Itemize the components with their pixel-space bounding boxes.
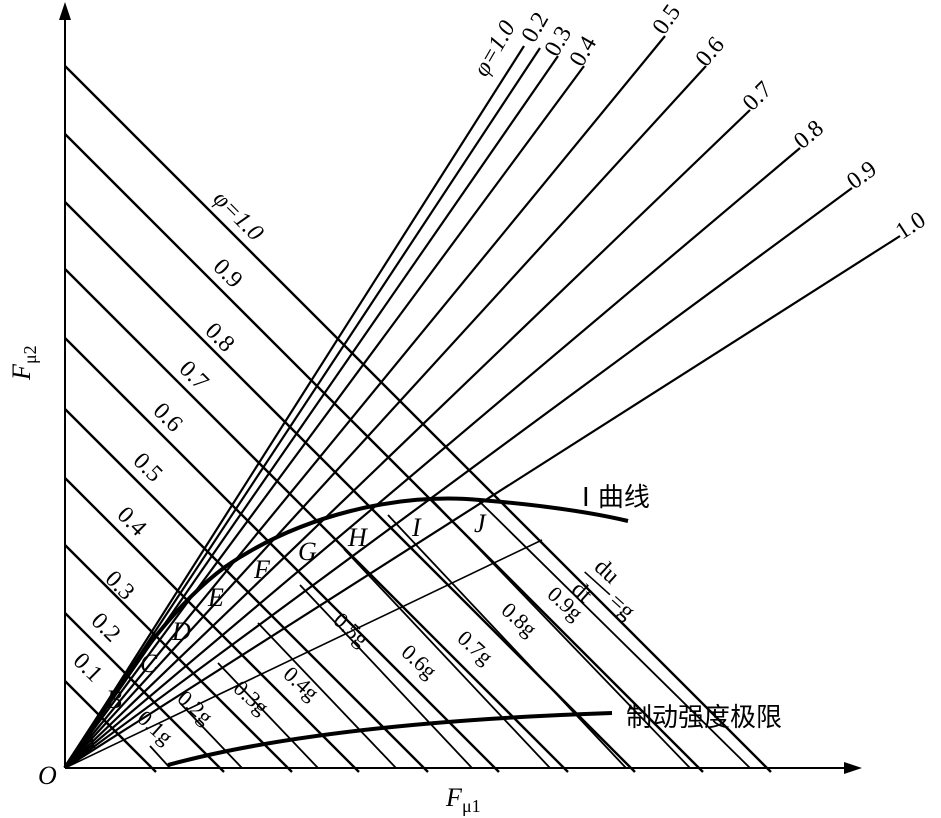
decel-fraction-bar [584,571,611,596]
beta-line-7 [64,109,751,769]
f-lines [64,65,772,773]
y-axis-label-sub: μ2 [20,345,40,364]
f-label-1.0: φ=1.0 [208,186,268,246]
r-line-0.9g [477,499,751,769]
beta-label-8: 0.8 [789,115,829,154]
x-axis-label: F [445,783,463,812]
r-lines [149,499,751,769]
beta-label-9: 0.9 [842,156,882,195]
f-label-0.1: 0.1 [68,648,108,688]
point-label-E: E [207,583,224,612]
f-line-0.4 [64,477,360,773]
beta-line-8 [64,147,801,769]
f-label-0.7: 0.7 [174,356,214,396]
y-axis-arrow-icon [59,2,71,20]
point-label-D: D [171,617,191,646]
f-label-0.4: 0.4 [112,502,152,542]
y-axis-label: F [7,363,36,381]
decel-label: du dt =g [566,554,640,625]
beta-label-10: 1.0 [891,207,930,245]
f-line-0.6 [64,337,500,773]
beta-label-1: φ=1.0 [469,16,521,81]
f-label-0.9: 0.9 [208,254,248,294]
f-line-0.9 [64,133,704,773]
x-axis-label-sub: μ1 [462,796,481,816]
beta-label-7: 0.7 [738,77,778,117]
i-curve [63,496,629,770]
r-line-0.7g [387,514,627,769]
f-label-0.2: 0.2 [86,608,126,648]
point-label-H: H [347,523,368,552]
beta-line-5 [64,35,666,769]
beta-line-6 [64,65,707,769]
f-label-0.6: 0.6 [148,398,188,438]
r-line-0.6g [343,548,551,769]
f-label-0.5: 0.5 [128,448,168,488]
r-line-0.5g [299,584,473,769]
point-label-G: G [298,537,317,566]
beta-line-9 [64,187,853,769]
r-label-0.5g: 0.5g [329,607,374,651]
beta-line-1 [64,45,525,769]
origin-label: O [38,761,57,790]
x-axis-arrow-icon [844,762,862,774]
point-label-B: B [106,685,122,714]
limit-curve [167,711,613,767]
point-label-I: I [411,513,422,542]
beta-label-6: 0.6 [691,32,730,72]
r-line-0.8g [431,499,691,769]
limit-curve-label: 制动强度极限 [626,703,782,733]
point-label-A: A [78,725,96,754]
r-line-0.3g [217,662,319,769]
axes [64,14,850,769]
r-line-0.4g [257,622,397,769]
f-label-0.8: 0.8 [200,318,240,358]
decel-g-line [64,539,543,769]
r-line-0.1g [149,745,171,769]
r-line-0.2g [179,702,243,769]
point-label-J: J [474,509,487,538]
i-curve-label: I 曲线 [582,483,650,513]
beta-line-4 [64,65,585,769]
f-line-0.5 [64,408,429,773]
decel-label-num: du [589,554,624,589]
beta-label-5: 0.5 [648,0,687,39]
point-label-C: C [140,649,158,678]
point-label-F: F [253,555,271,584]
f-label-0.3: 0.3 [100,566,140,606]
f-line-1.0 [64,65,772,773]
f-line-0.1 [64,680,157,773]
